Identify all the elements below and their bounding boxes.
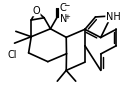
Text: NH: NH [106,12,121,22]
Text: N: N [60,13,67,24]
Text: O: O [32,6,40,16]
Text: Cl: Cl [8,50,17,60]
Text: −: − [63,1,69,10]
Text: C: C [60,3,66,13]
Text: +: + [64,14,70,20]
